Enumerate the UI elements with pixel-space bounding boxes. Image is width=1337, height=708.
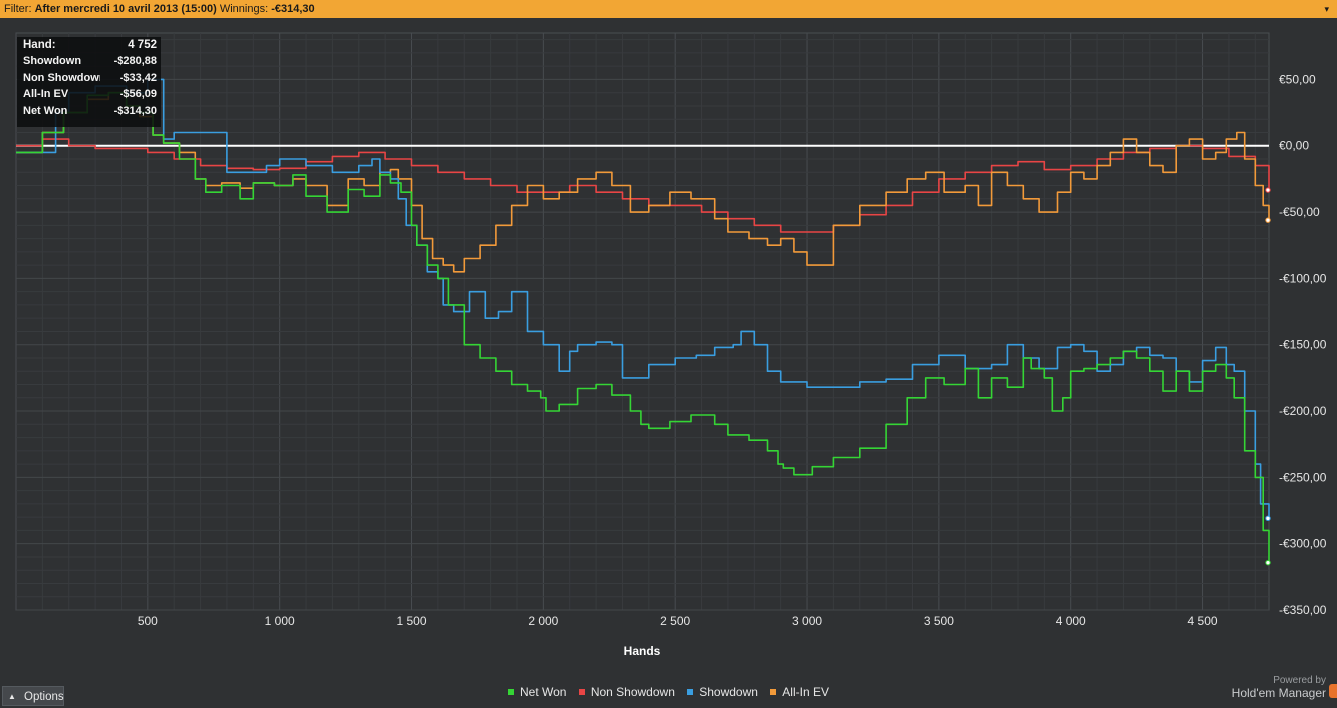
series-endpoint — [1265, 217, 1271, 223]
tooltip-row-non-showdown: Non Showdown -$33,42 — [17, 70, 161, 86]
winnings-value: -€314,30 — [271, 3, 315, 15]
hand-tooltip: Hand: 4 752 Showdown -$280,88 Non Showdo… — [17, 37, 161, 127]
legend-swatch — [687, 689, 694, 695]
y-tick-label: €50,00 — [1279, 72, 1316, 86]
x-tick-label: 500 — [138, 614, 158, 628]
winnings-label: Winnings: — [219, 3, 269, 15]
tooltip-label: Non Showdown — [23, 71, 100, 84]
tooltip-row-showdown: Showdown -$280,88 — [17, 53, 161, 69]
tooltip-label: Hand: — [23, 39, 56, 51]
tooltip-label: All-In EV — [23, 88, 69, 101]
tooltip-value: -$314,30 — [113, 104, 157, 117]
y-tick-label: -€100,00 — [1279, 271, 1327, 285]
x-tick-label: 1 000 — [265, 614, 295, 628]
y-tick-label: -€300,00 — [1279, 537, 1327, 551]
graph-chart[interactable]: €50,00 €0,00 -€50,00 -€100,00 -€150,00 -€200,… — [0, 18, 1337, 660]
legend-swatch — [770, 689, 777, 695]
filter-bar: Filter: After mercredi 10 avril 2013 (15… — [0, 0, 1337, 18]
tooltip-row-hand: Hand: 4 752 — [17, 37, 161, 53]
x-tick-label: 2 500 — [660, 614, 690, 628]
y-tick-label: -€50,00 — [1279, 205, 1320, 219]
legend-swatch — [508, 689, 514, 695]
legend-item-showdown[interactable]: Showdown — [687, 685, 758, 699]
series-endpoint — [1265, 187, 1271, 193]
filter-value[interactable]: After mercredi 10 avril 2013 (15:00) — [34, 3, 217, 15]
legend-swatch — [578, 689, 585, 695]
tooltip-value: -$56,09 — [119, 88, 157, 101]
y-tick-label: -€150,00 — [1279, 338, 1327, 352]
hm-logo-icon — [1329, 684, 1337, 698]
x-tick-label: 2 000 — [528, 614, 558, 628]
brand-name: Hold'em Manager — [1231, 686, 1326, 700]
legend-label: All-In EV — [782, 685, 829, 699]
legend-label: Showdown — [699, 685, 758, 699]
legend-item-non-showdown[interactable]: Non Showdown — [578, 685, 675, 699]
series-line-all-in-ev — [16, 91, 1270, 273]
legend-label: Non Showdown — [590, 685, 675, 699]
series-line-net-won — [16, 91, 1270, 563]
legend-item-allin-ev[interactable]: All-In EV — [770, 685, 829, 699]
options-button[interactable]: ▲ Options — [2, 686, 64, 706]
options-label: Options — [24, 691, 64, 703]
tooltip-label: Showdown — [23, 55, 82, 68]
y-tick-label: -€350,00 — [1279, 603, 1327, 617]
tooltip-value: -$280,88 — [113, 55, 157, 68]
x-tick-label: 3 500 — [924, 614, 954, 628]
series-endpoint — [1265, 515, 1271, 522]
tooltip-row-allin-ev: All-In EV -$56,09 — [17, 86, 161, 102]
x-tick-label: 3 000 — [792, 614, 822, 628]
filter-label: Filter: — [4, 3, 32, 15]
x-tick-label: 4 000 — [1056, 614, 1086, 628]
series-endpoint — [1265, 559, 1271, 566]
x-tick-label: 1 500 — [397, 614, 427, 628]
x-axis-title: Hands — [623, 644, 661, 658]
chart-legend: Net Won Non Showdown Showdown All-In EV — [508, 685, 838, 699]
tooltip-row-net-won: Net Won -$314,30 — [17, 103, 161, 119]
y-tick-label: -€200,00 — [1279, 404, 1327, 418]
legend-label: Net Won — [520, 685, 567, 699]
chevron-down-icon[interactable]: ▾ — [1324, 4, 1329, 14]
tooltip-value: -$33,42 — [119, 71, 157, 84]
x-tick-label: 4 500 — [1188, 614, 1218, 628]
chevron-up-icon: ▲ — [8, 692, 16, 701]
powered-by-text: Powered by — [1273, 675, 1326, 686]
tooltip-label: Net Won — [23, 104, 68, 117]
y-tick-label: -€250,00 — [1279, 470, 1327, 484]
y-tick-label: €0,00 — [1279, 139, 1309, 153]
legend-item-net-won[interactable]: Net Won — [508, 685, 566, 699]
tooltip-value: 4 752 — [128, 39, 157, 51]
